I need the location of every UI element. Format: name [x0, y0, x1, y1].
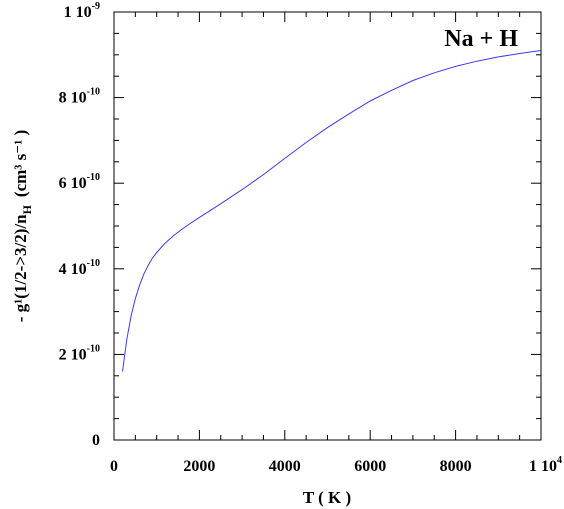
y-axis-title-subscript: H [20, 204, 34, 214]
y-tick-label: 6 10-10 [59, 172, 100, 192]
x-tick-label: 6000 [354, 458, 386, 475]
x-tick-label: 0 [110, 458, 118, 475]
tick-marks [113, 11, 542, 441]
series-line [122, 50, 542, 372]
plot-frame [113, 11, 542, 441]
x-tick-label: 8000 [440, 458, 472, 475]
x-tick-label: 2000 [183, 458, 215, 475]
y-tick-label: 2 10-10 [59, 343, 100, 363]
x-tick-labels: 0 2000 4000 6000 8000 1 104 [110, 455, 562, 475]
x-tick-label: 4000 [269, 458, 301, 475]
x-tick-label: 1 104 [529, 455, 562, 475]
y-tick-labels: 0 2 10-10 4 10-10 6 10-10 8 10-10 1 10-9 [59, 1, 100, 449]
y-tick-label: 1 10-9 [64, 1, 100, 21]
annotation-label: Na + H [444, 26, 518, 52]
y-tick-label: 4 10-10 [59, 258, 100, 278]
y-axis-title: - g¹(1/2->3/2)/nH (cm³ s⁻¹ ) [11, 130, 34, 322]
y-axis-title-units: (cm³ s⁻¹ ) [11, 130, 30, 197]
y-tick-label: 0 [92, 432, 100, 449]
y-axis-title-main: - g¹(1/2->3/2)/n [11, 214, 30, 322]
y-tick-label: 8 10-10 [59, 87, 100, 107]
series-lines [122, 50, 542, 372]
x-axis-title: T ( K ) [303, 488, 351, 507]
